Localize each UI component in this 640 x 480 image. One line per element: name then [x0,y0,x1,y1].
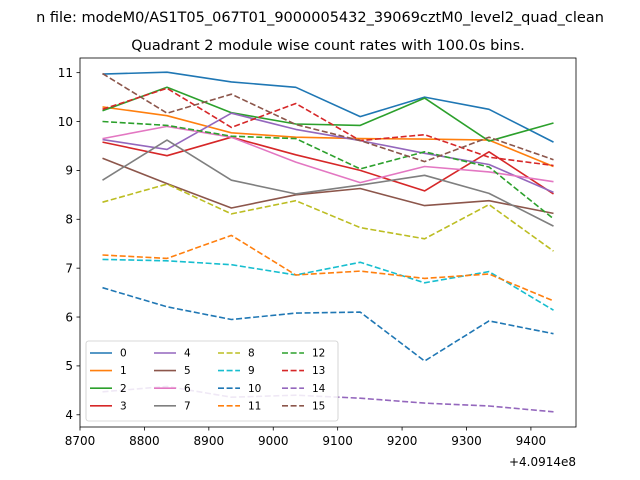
x-tick-label: 8700 [65,434,96,448]
legend-label-13: 13 [312,365,325,377]
series-line-6 [102,125,554,184]
x-tick-label: 8800 [129,434,160,448]
series-line-5 [102,157,554,215]
legend-label-9: 9 [248,365,255,377]
x-tick-label: 9100 [322,434,353,448]
y-tick-label: 9 [65,164,73,178]
legend-box [85,340,339,422]
series-line-1 [102,106,554,168]
x-tick-label: 8900 [194,434,225,448]
series-line-0 [102,71,554,143]
series-line-7 [102,139,554,227]
series-line-3 [102,136,554,195]
series-line-13 [102,87,554,167]
y-tick-label: 4 [65,408,73,422]
y-tick-label: 10 [58,115,73,129]
series-line-15 [102,72,554,163]
series-line-2 [102,86,554,142]
chart-title: Quadrant 2 module wise count rates with … [131,38,525,54]
legend-label-1: 1 [120,365,127,377]
legend-label-3: 3 [120,400,127,412]
legend-label-2: 2 [120,383,127,395]
legend-label-14: 14 [312,383,326,395]
legend-label-12: 12 [312,348,325,360]
x-tick-label: 9400 [516,434,547,448]
x-tick-label: 9000 [258,434,289,448]
axes-frame [79,57,577,428]
axis-ticks: 8700 8800 8900 9000 9100 9200 9300 940045678910… [58,66,546,448]
y-tick-label: 8 [65,213,73,227]
x-tick-label: 9200 [387,434,418,448]
legend-label-5: 5 [184,365,191,377]
legend-label-15: 15 [312,400,325,412]
chart-suptitle: n file: modeM0/AS1T05_067T01_9000005432_… [36,10,604,26]
series-line-8 [102,183,554,252]
legend-label-4: 4 [184,348,191,360]
y-tick-label: 5 [65,359,73,373]
series-line-9 [102,258,554,311]
legend-label-7: 7 [184,400,191,412]
legend-label-10: 10 [248,383,261,395]
series-line-12 [102,120,555,220]
y-tick-label: 6 [65,310,73,324]
legend-label-11: 11 [248,400,261,412]
y-tick-label: 11 [58,66,73,80]
legend-label-6: 6 [184,383,191,395]
x-tick-label: 9300 [451,434,482,448]
y-tick-label: 7 [65,261,73,275]
legend-label-8: 8 [248,348,255,360]
series-line-10 [102,286,554,362]
x-offset-label: +4.0914e8 [509,455,576,469]
legend-label-0: 0 [120,348,127,360]
series-line-4 [102,112,554,194]
series-line-11 [102,234,554,302]
